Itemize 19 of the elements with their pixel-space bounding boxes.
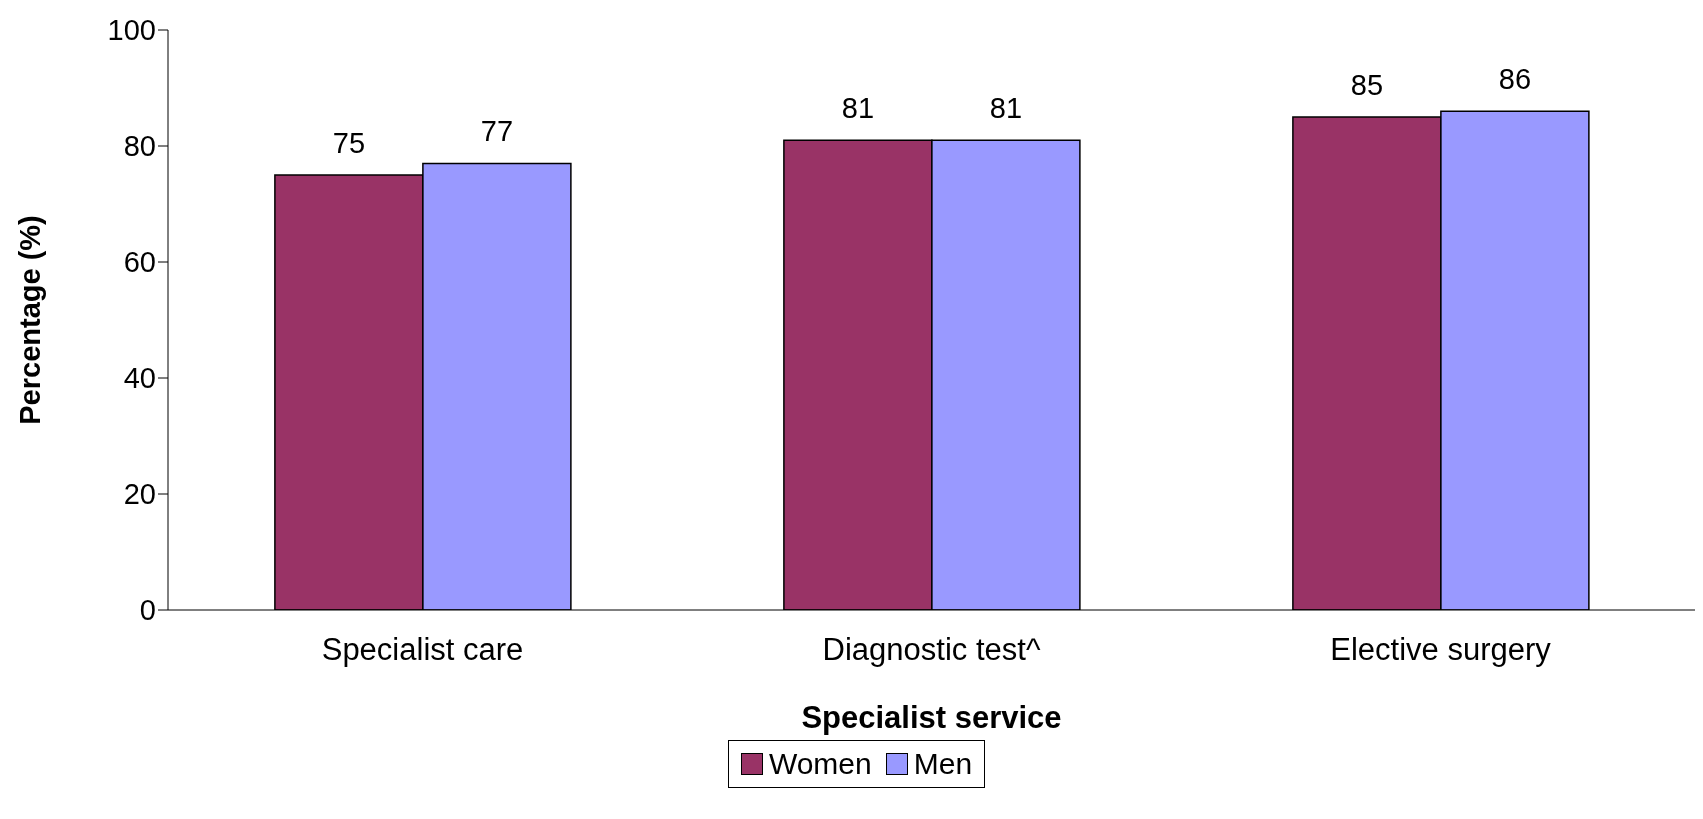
y-tick-label: 20 <box>123 478 156 511</box>
y-tick-label: 60 <box>123 246 156 279</box>
y-tick-label: 40 <box>123 362 156 395</box>
data-label: 85 <box>1350 69 1384 101</box>
data-label: 81 <box>989 92 1023 125</box>
x-tick-label: Diagnostic test^ <box>822 632 1041 668</box>
data-label: 86 <box>1498 63 1532 96</box>
data-label: 81 <box>841 92 875 125</box>
y-tick-label: 80 <box>123 130 156 163</box>
y-axis-title: Percentage (%) <box>14 215 47 425</box>
x-tick-label: Specialist care <box>321 632 524 668</box>
legend-label: Women <box>768 747 872 781</box>
legend-label: Men <box>913 747 973 781</box>
data-label: 75 <box>332 127 366 159</box>
data-label: 77 <box>480 115 514 148</box>
x-tick-label: Elective surgery <box>1330 632 1552 668</box>
y-tick-label: 0 <box>139 594 156 627</box>
x-axis-title: Specialist service <box>801 700 1062 735</box>
y-tick-label: 100 <box>107 14 156 47</box>
